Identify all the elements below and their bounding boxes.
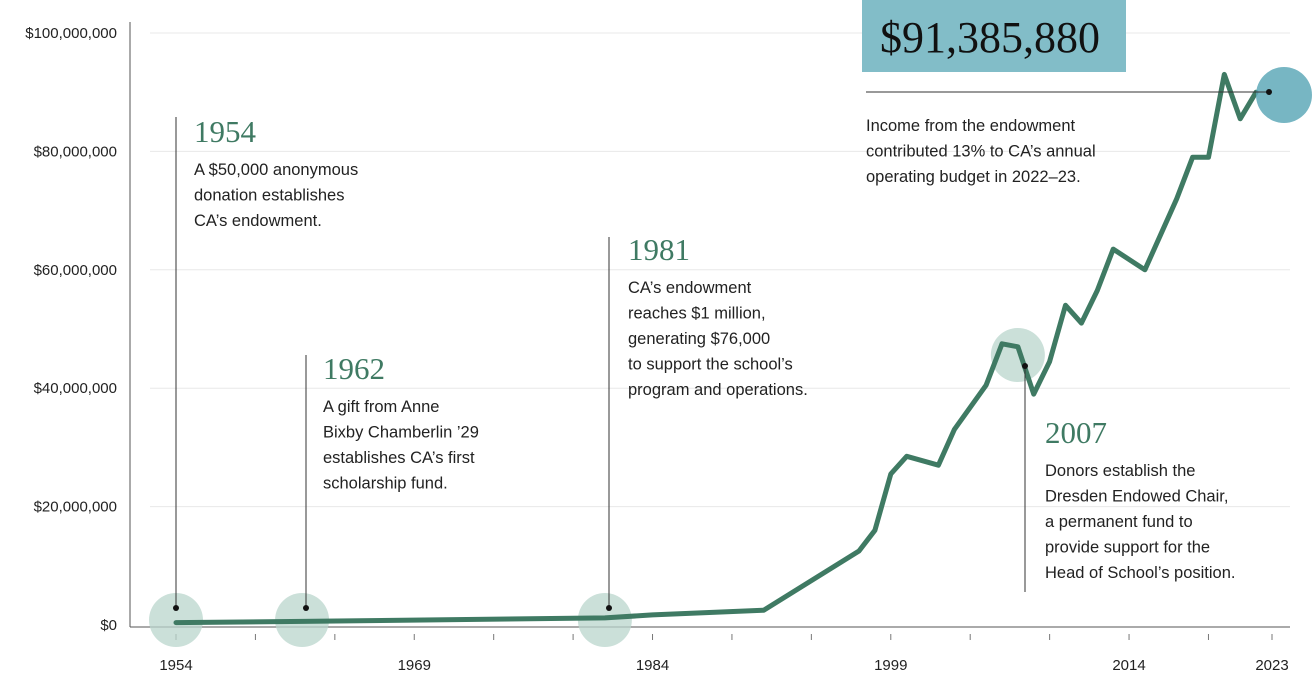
callout-text-line: provide support for the	[1045, 539, 1210, 557]
x-tick-label: 2023	[1255, 657, 1288, 674]
y-tick-label: $60,000,000	[34, 262, 117, 279]
milestone-circle	[149, 593, 203, 647]
callout-text-line: Donors establish the	[1045, 462, 1195, 480]
x-tick-label: 1954	[159, 657, 192, 674]
callout-text-line: Dresden Endowed Chair,	[1045, 488, 1228, 506]
highlight-circle	[1256, 67, 1312, 123]
x-tick-label: 1999	[874, 657, 907, 674]
x-tick-label: 1984	[636, 657, 669, 674]
callout-text-line: A $50,000 anonymous	[194, 161, 358, 179]
callout-text-line: CA’s endowment	[628, 279, 752, 297]
callout-year: 1962	[323, 351, 385, 386]
callout-text-line: CA’s endowment.	[194, 212, 322, 230]
callout-text-line: Bixby Chamberlin ’29	[323, 424, 479, 442]
y-tick-label: $20,000,000	[34, 499, 117, 516]
callout-text-line: a permanent fund to	[1045, 513, 1193, 531]
y-tick-label: $80,000,000	[34, 143, 117, 160]
callout-text-line: program and operations.	[628, 381, 808, 399]
callout-dot	[606, 605, 612, 611]
callout-text-line: A gift from Anne	[323, 398, 439, 416]
y-tick-label: $0	[100, 617, 117, 634]
y-tick-label: $100,000,000	[25, 25, 117, 42]
highlight-text-line: operating budget in 2022–23.	[866, 168, 1081, 186]
endowment-series-line	[173, 71, 1259, 626]
milestone-circle	[990, 328, 1045, 382]
callout-text-line: reaches $1 million,	[628, 305, 766, 323]
highlight-text-line: contributed 13% to CA’s annual	[866, 143, 1096, 161]
callout-dot	[1022, 363, 1028, 369]
callout-text-line: Head of School’s position.	[1045, 564, 1235, 582]
y-tick-label: $40,000,000	[34, 380, 117, 397]
x-tick-label: 2014	[1112, 657, 1145, 674]
callout-year: 1981	[628, 232, 690, 267]
highlight-dot	[1266, 89, 1272, 95]
x-tick-label: 1969	[398, 657, 431, 674]
callout-dot	[303, 605, 309, 611]
callout-dot	[173, 605, 179, 611]
callout-text-line: scholarship fund.	[323, 475, 448, 493]
callout-text-line: donation establishes	[194, 187, 344, 205]
callout-text-line: generating $76,000	[628, 330, 770, 348]
callout-year: 2007	[1045, 415, 1107, 450]
highlight-value: $91,385,880	[880, 13, 1100, 62]
highlight-value-box	[862, 0, 1126, 72]
highlight-text-line: Income from the endowment	[866, 117, 1076, 135]
callout-year: 1954	[194, 114, 257, 149]
callout-text-line: establishes CA’s first	[323, 449, 475, 467]
callout-text-line: to support the school’s	[628, 356, 793, 374]
